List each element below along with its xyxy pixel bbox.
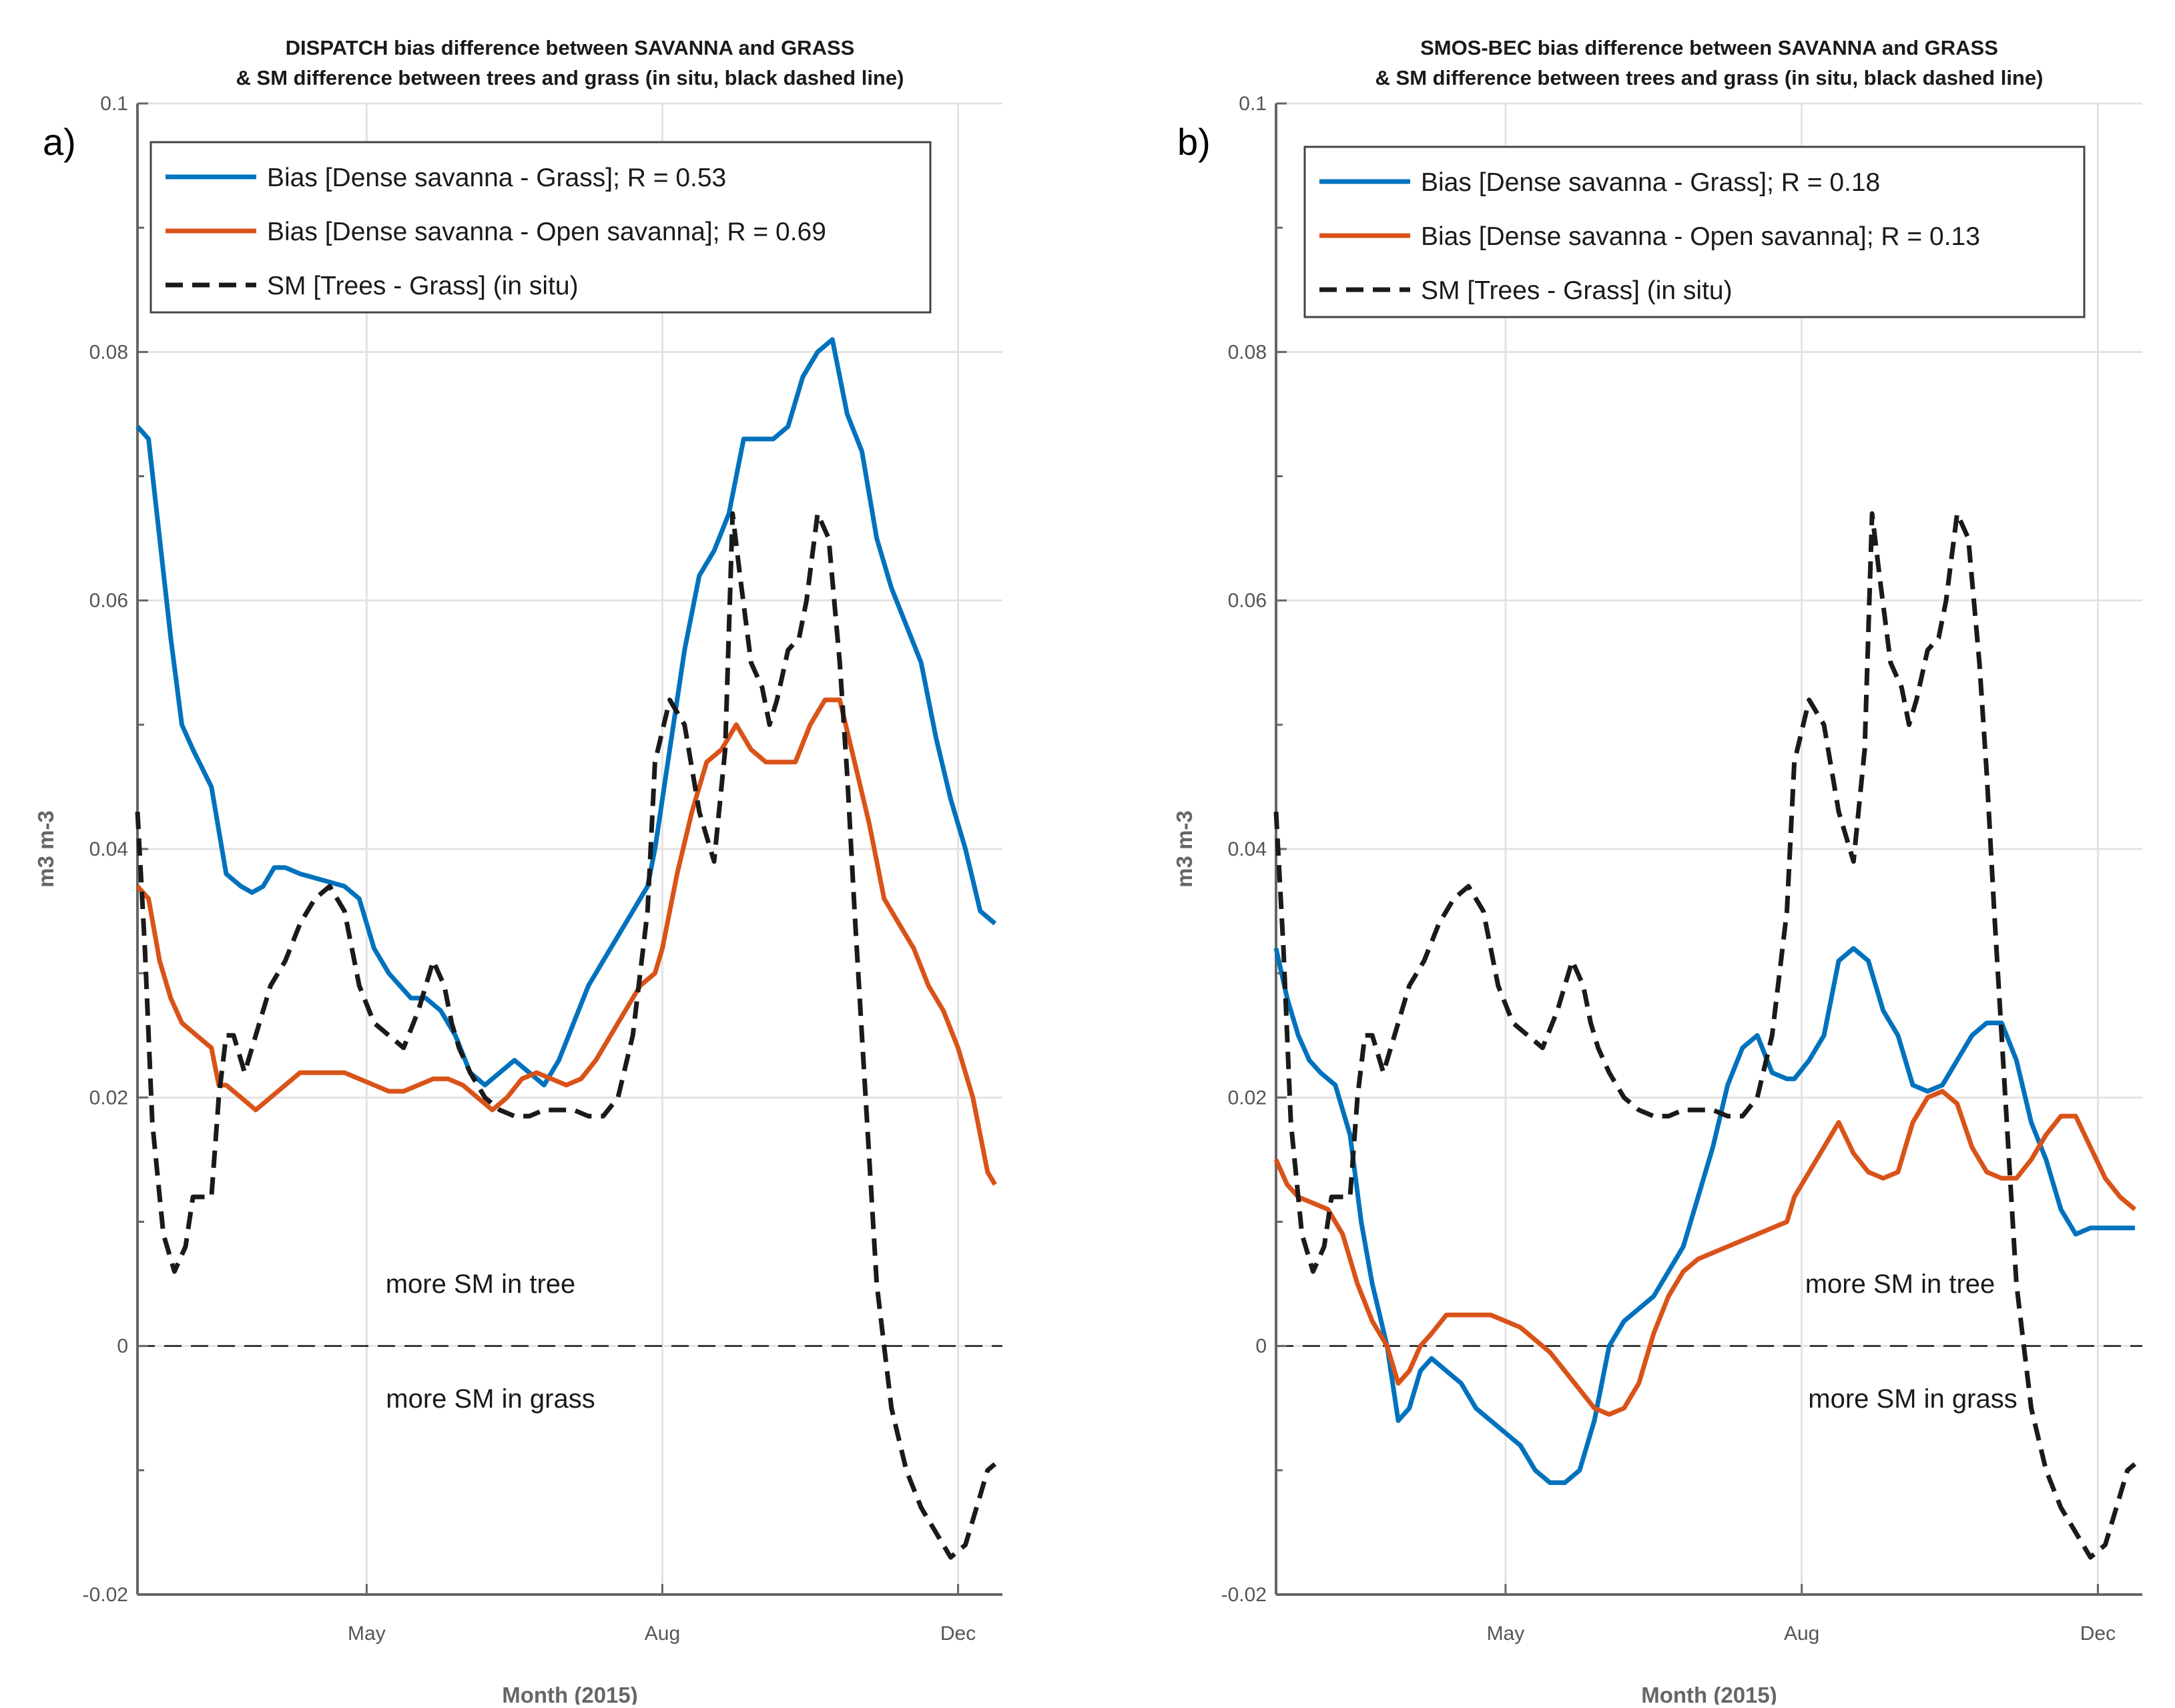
x-axis-label: Month (2015) [502, 1683, 638, 1705]
x-tick-label: Aug [645, 1623, 680, 1645]
x-axis-label: Month (2015) [1641, 1683, 1777, 1705]
y-tick-label: -0.02 [1221, 1584, 1267, 1606]
legend: Bias [Dense savanna - Grass]; R = 0.18 Bi… [1303, 146, 2086, 318]
legend-box [1303, 146, 2086, 318]
chart-title-line-1: DISPATCH bias difference between SAVANNA… [286, 36, 855, 59]
y-tick-label: 0.08 [89, 341, 128, 363]
x-tick-label: Dec [940, 1623, 976, 1645]
y-tick-label: 0.02 [1228, 1087, 1267, 1109]
legend-entry: Bias [Dense savanna - Open savanna]; R =… [267, 218, 826, 246]
y-tick-label: 0 [1255, 1336, 1267, 1358]
chart-title-line-2: & SM difference between trees and grass … [1375, 66, 2044, 89]
chart-title-line-1: SMOS-BEC bias difference between SAVANNA… [1420, 36, 1998, 59]
y-tick-label: -0.02 [83, 1584, 128, 1606]
y-tick-label: 0.1 [1239, 93, 1267, 115]
legend-entry: Bias [Dense savanna - Open savanna]; R =… [1421, 222, 1980, 251]
panel-label: b) [1177, 121, 1211, 163]
y-tick-label: 0.08 [1228, 341, 1267, 363]
legend: Bias [Dense savanna - Grass]; R = 0.53 Bi… [149, 141, 932, 314]
y-tick-label: 0.1 [100, 93, 128, 115]
panel-label: a) [43, 121, 76, 163]
series-line-1 [135, 337, 997, 1088]
x-tick-label: Aug [1784, 1623, 1819, 1645]
series-line-3 [135, 511, 997, 1560]
y-tick-label: 0.04 [1228, 838, 1267, 860]
legend-entry: SM [Trees - Grass] (in situ) [267, 272, 579, 300]
series-line-2 [1273, 1089, 2137, 1417]
legend-entry: Bias [Dense savanna - Grass]; R = 0.18 [1421, 168, 1880, 197]
legend-entry: SM [Trees - Grass] (in situ) [1421, 276, 1733, 305]
y-tick-label: 0.02 [89, 1087, 128, 1109]
y-axis-label: m3 m-3 [1172, 810, 1197, 888]
y-axis-label: m3 m-3 [33, 810, 58, 888]
panel-b: -0.02 0 0.02 0.04 0.06 0.08 0.1 May Aug Dec SMOS-B… [1172, 36, 2142, 1707]
series-line-1 [1273, 946, 2135, 1485]
annotation-more-sm-grass: more SM in grass [1808, 1384, 2017, 1414]
x-tick-label: May [348, 1623, 386, 1645]
legend-box [149, 141, 932, 314]
annotation-more-sm-grass: more SM in grass [386, 1384, 595, 1414]
series-line-3 [1273, 511, 2137, 1560]
y-tick-label: 0.04 [89, 838, 128, 860]
annotation-more-sm-tree: more SM in tree [386, 1269, 576, 1299]
y-tick-label: 0.06 [89, 590, 128, 612]
panel-a: -0.02 0 0.02 0.04 0.06 0.08 0.1 May Aug Dec DISPAT… [33, 36, 1002, 1707]
legend-entry: Bias [Dense savanna - Grass]; R = 0.53 [267, 164, 726, 192]
chart-title-line-2: & SM difference between trees and grass … [236, 66, 904, 89]
annotation-more-sm-tree: more SM in tree [1805, 1269, 1995, 1299]
series-line-2 [135, 697, 997, 1186]
y-tick-label: 0.06 [1228, 590, 1267, 612]
x-tick-label: May [1487, 1623, 1525, 1645]
y-tick-label: 0 [117, 1336, 128, 1358]
x-tick-label: Dec [2080, 1623, 2116, 1645]
